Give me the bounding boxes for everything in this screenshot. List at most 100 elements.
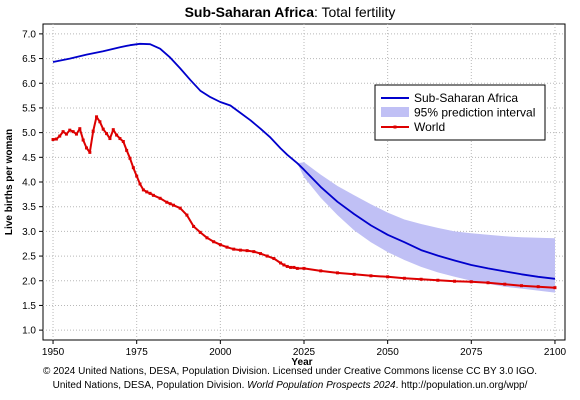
world-data-point [352,272,356,276]
world-data-point [91,129,95,133]
world-data-point [402,276,406,280]
world-data-point [165,200,169,204]
world-data-point [225,245,229,249]
grid-lines [43,24,565,340]
world-data-point [503,282,507,286]
world-data-point [95,115,99,119]
credit-line-2: United Nations, DESA, Population Divisio… [0,379,580,393]
y-axis-title: Live births per woman [4,129,15,235]
world-data-point [369,274,373,278]
world-data-point [64,132,68,136]
prediction-band [297,162,555,293]
world-data-point [335,271,339,275]
world-data-point [54,137,58,141]
credit-italic: World Population Prospects 2024 [247,380,396,391]
x-tick-label: 2025 [293,347,316,358]
x-tick-label: 2075 [460,347,483,358]
series-lines [51,42,557,290]
world-data-point [292,265,296,269]
world-data-point [553,286,557,290]
ssa-line [52,42,556,280]
y-tick-label: 2.0 [22,276,36,287]
world-data-point [232,247,236,251]
legend-label: World [414,120,445,134]
x-tick-label: 2050 [377,347,400,358]
world-data-point [131,166,135,170]
y-tick-label: 1.5 [22,301,36,312]
world-line [52,115,556,289]
world-data-point [419,277,423,281]
world-data-point [172,203,175,207]
world-data-point [85,146,88,150]
world-data-point [118,137,122,141]
y-tick-label: 1.0 [22,326,36,337]
world-data-point [272,257,276,261]
world-data-point [279,261,283,265]
y-tick-label: 5.5 [22,103,36,114]
world-data-point [192,224,196,228]
prediction-interval-area [297,162,555,293]
legend-swatch-band [381,107,409,117]
world-data-point [135,174,139,178]
world-data-point [319,269,323,273]
world-data-point [168,202,172,206]
world-data-point [486,281,490,285]
world-data-point [218,243,222,247]
world-data-point [108,137,112,141]
world-data-point [285,264,289,268]
x-tick-label: 1950 [42,347,65,358]
world-data-point [128,156,132,160]
world-data-point [111,128,115,132]
legend-label: 95% prediction interval [414,106,535,120]
world-data-point [198,230,202,234]
world-data-point [81,138,85,142]
world-data-point [520,284,523,288]
world-data-point [212,240,216,244]
world-data-point [101,127,105,131]
y-tick-label: 7.0 [22,29,36,40]
title-rest: : Total fertility [314,4,395,20]
world-data-point [252,250,256,254]
chart-title: Sub-Saharan Africa: Total fertility [185,4,396,20]
world-data-point [115,133,119,137]
credit-text-a: United Nations, DESA, Population Divisio… [52,380,248,391]
y-tick-label: 3.0 [22,227,36,238]
world-data-point [453,279,457,283]
world-data-point [74,132,78,136]
x-tick-label: 1975 [126,347,149,358]
y-tick-label: 3.5 [22,202,36,213]
world-data-point [436,278,440,282]
world-data-point [121,140,125,144]
world-data-point [145,190,149,194]
world-data-point [151,193,155,197]
world-data-point [469,280,473,284]
axis-ticks: 1.0 1.5 2.0 2.5 3.0 3.5 4.0 4.5 5.0 5.5 6.0 6.5 7.0 1… [22,29,566,358]
title-bold: Sub-Saharan Africa [185,4,315,20]
world-data-point [125,148,129,152]
world-data-point [148,191,152,195]
world-data-point [282,263,286,267]
world-data-point [185,213,189,217]
x-tick-label: 2000 [209,347,232,358]
world-data-point [71,130,75,134]
world-data-point [78,127,82,131]
world-data-point [68,128,72,132]
legend-swatch-world-marker [393,125,397,129]
world-data-point [105,132,109,136]
world-data-point [61,130,65,134]
x-axis-title: Year [291,357,312,368]
world-data-point [289,265,293,269]
world-data-point [302,266,306,270]
world-data-point [58,134,62,138]
credit-text-b: . http://population.un.org/wpp/ [395,380,528,391]
x-tick-label: 2100 [544,347,567,358]
world-data-point [158,196,162,200]
credit-line-1: © 2024 United Nations, DESA, Population … [42,366,538,377]
y-tick-label: 4.5 [22,153,36,164]
world-data-point [238,248,242,252]
y-tick-label: 2.5 [22,252,36,263]
world-data-point [141,188,145,192]
world-data-point [245,249,249,253]
